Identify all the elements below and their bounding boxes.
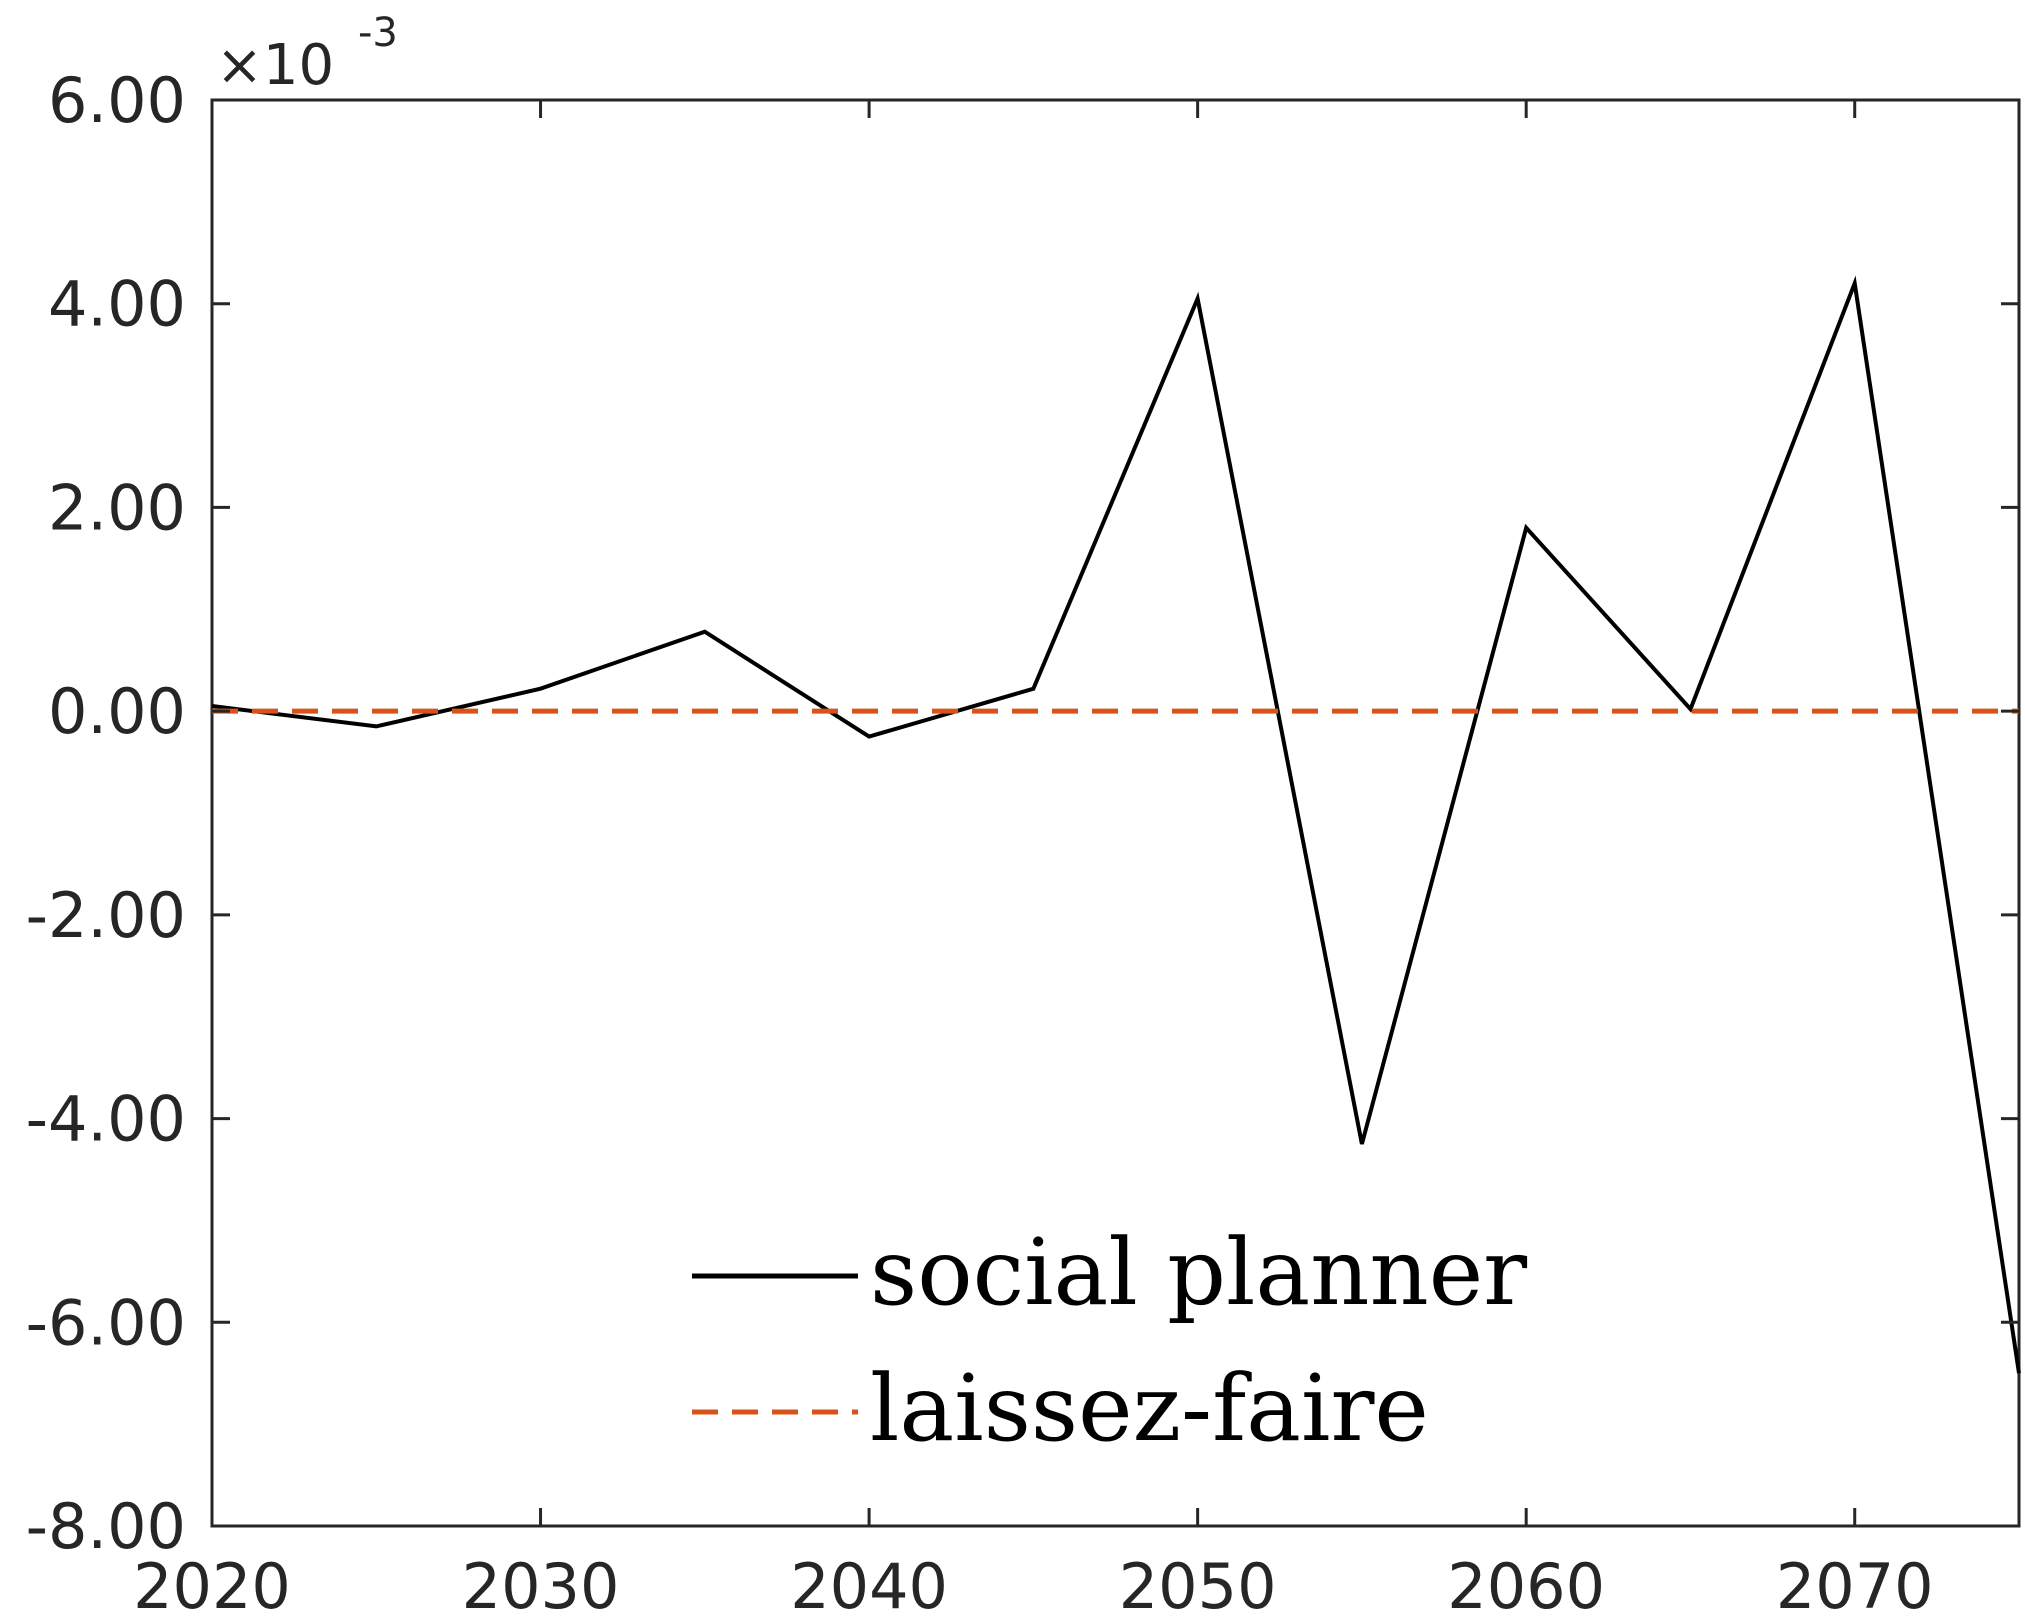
x-tick-label: 2050 xyxy=(1119,1550,1277,1622)
axes-box xyxy=(210,98,2021,1528)
y-tick-label: 2.00 xyxy=(48,471,186,544)
x-tick-label: 2060 xyxy=(1447,1550,1605,1622)
y-tick-label: -6.00 xyxy=(26,1286,186,1359)
y-tick-label: -8.00 xyxy=(26,1490,186,1563)
series-line-1 xyxy=(211,275,2021,1374)
axis-ticks: 6.00 4.00 2.00 0.00 -2.00 -4.00 -6.00 -8.002020… xyxy=(26,64,2019,1622)
x-tick-label: 2070 xyxy=(1776,1550,1934,1622)
x-tick-label: 2040 xyxy=(790,1550,948,1622)
y-axis-multiplier: ×10 -3 xyxy=(216,10,398,98)
x-tick-label: 2020 xyxy=(133,1550,291,1622)
series-layer xyxy=(211,275,2021,1374)
x-tick-label: 2030 xyxy=(462,1550,620,1622)
legend-label-2: laissez-faire xyxy=(870,1355,1429,1462)
y-tick-label: -2.00 xyxy=(26,879,186,952)
y-tick-label: 4.00 xyxy=(48,268,186,341)
multiplier-base: ×10 xyxy=(216,33,334,98)
plot-area xyxy=(210,98,2021,1528)
y-tick-label: 0.00 xyxy=(48,675,186,748)
legend-label-1: social planner xyxy=(870,1219,1527,1326)
legend: social planner laissez-faire xyxy=(692,1219,1527,1462)
y-tick-label: 6.00 xyxy=(48,64,186,137)
y-tick-label: -4.00 xyxy=(26,1083,186,1156)
multiplier-exponent: -3 xyxy=(358,10,398,56)
